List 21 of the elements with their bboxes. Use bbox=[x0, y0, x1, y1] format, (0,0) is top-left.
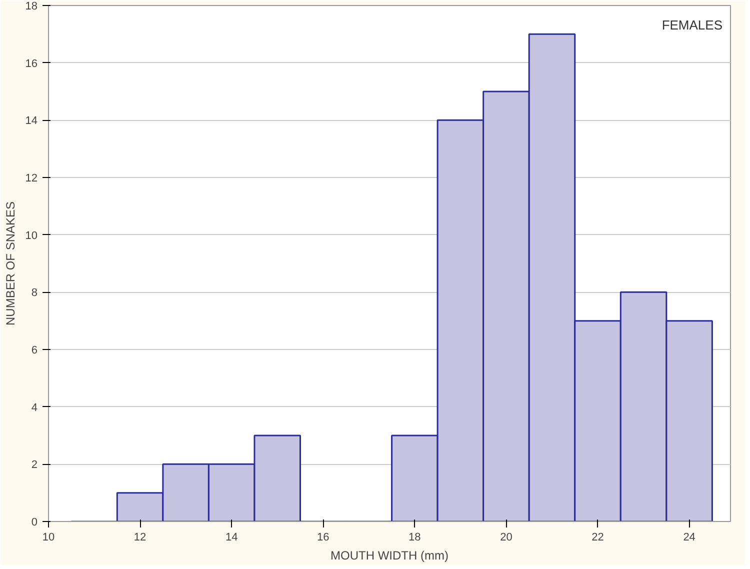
x-tick-label: 16 bbox=[317, 532, 330, 544]
x-axis-title: MOUTH WIDTH (mm) bbox=[330, 548, 448, 562]
x-tick-label: 22 bbox=[592, 532, 604, 544]
x-tick-label: 24 bbox=[683, 532, 696, 544]
x-tick-label: 14 bbox=[225, 532, 238, 544]
y-tick-label: 8 bbox=[31, 287, 38, 300]
x-tick-label: 20 bbox=[500, 532, 512, 544]
y-tick-label: 16 bbox=[25, 58, 38, 70]
y-axis-title: NUMBER OF SNAKES bbox=[3, 201, 18, 326]
x-tick-label: 18 bbox=[408, 532, 421, 544]
y-tick-label: 0 bbox=[31, 516, 38, 528]
x-tick-label: 10 bbox=[42, 532, 55, 544]
y-tick-label: 12 bbox=[25, 172, 38, 184]
y-tick-label: 18 bbox=[25, 0, 38, 12]
x-tick-label: 12 bbox=[134, 532, 146, 544]
y-tick-label: 14 bbox=[25, 115, 38, 128]
y-tick-label: 6 bbox=[31, 344, 38, 356]
y-tick-label: 10 bbox=[25, 230, 38, 242]
y-tick-label: 4 bbox=[31, 402, 38, 414]
y-tick-label: 2 bbox=[31, 459, 38, 472]
annotation: FEMALES bbox=[662, 18, 723, 32]
